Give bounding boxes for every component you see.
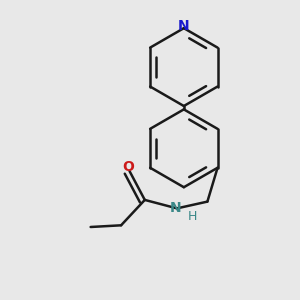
Text: N: N bbox=[169, 201, 181, 215]
Text: H: H bbox=[188, 210, 197, 223]
Text: O: O bbox=[122, 160, 134, 174]
Text: N: N bbox=[178, 20, 190, 34]
